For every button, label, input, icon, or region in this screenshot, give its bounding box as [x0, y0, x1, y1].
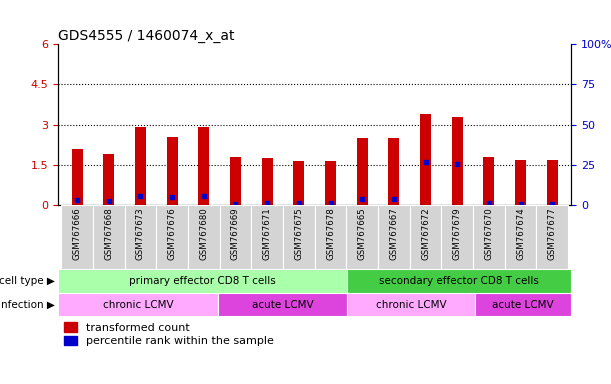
Bar: [230, 157, 241, 205]
Point: [516, 201, 525, 207]
Point: [262, 200, 272, 206]
Text: GSM767666: GSM767666: [73, 207, 81, 260]
Text: infection ▶: infection ▶: [0, 300, 55, 310]
Bar: [219, 205, 251, 269]
Bar: [58, 269, 347, 293]
Text: GSM767679: GSM767679: [453, 207, 462, 260]
Bar: [505, 205, 536, 269]
Legend: transformed count, percentile rank within the sample: transformed count, percentile rank withi…: [64, 322, 274, 346]
Point: [389, 196, 399, 202]
Bar: [441, 205, 473, 269]
Bar: [357, 138, 368, 205]
Point: [72, 197, 82, 203]
Text: GSM767667: GSM767667: [389, 207, 398, 260]
Bar: [315, 205, 346, 269]
Point: [357, 196, 367, 202]
Bar: [473, 205, 505, 269]
Text: GSM767673: GSM767673: [136, 207, 145, 260]
Bar: [93, 205, 125, 269]
Point: [420, 159, 430, 166]
Bar: [103, 154, 114, 205]
Text: GSM767675: GSM767675: [295, 207, 303, 260]
Text: acute LCMV: acute LCMV: [252, 300, 313, 310]
Bar: [167, 137, 178, 205]
Text: GSM767670: GSM767670: [485, 207, 494, 260]
Text: GSM767668: GSM767668: [104, 207, 113, 260]
Point: [136, 193, 145, 199]
Bar: [58, 293, 219, 316]
Point: [547, 201, 557, 207]
Point: [167, 194, 177, 200]
Bar: [283, 205, 315, 269]
Point: [199, 193, 209, 199]
Point: [326, 200, 335, 206]
Bar: [156, 205, 188, 269]
Text: GSM767672: GSM767672: [421, 207, 430, 260]
Bar: [251, 205, 283, 269]
Text: GSM767665: GSM767665: [357, 207, 367, 260]
Text: GSM767671: GSM767671: [263, 207, 272, 260]
Bar: [293, 161, 304, 205]
Bar: [378, 205, 410, 269]
Bar: [198, 127, 210, 205]
Point: [484, 200, 494, 207]
Text: chronic LCMV: chronic LCMV: [376, 300, 446, 310]
Text: GDS4555 / 1460074_x_at: GDS4555 / 1460074_x_at: [58, 29, 235, 43]
Point: [230, 201, 240, 207]
Bar: [389, 138, 400, 205]
Bar: [483, 157, 494, 205]
Bar: [347, 269, 571, 293]
Text: cell type ▶: cell type ▶: [0, 276, 55, 286]
Bar: [188, 205, 219, 269]
Text: GSM767677: GSM767677: [548, 207, 557, 260]
Bar: [61, 205, 93, 269]
Bar: [547, 160, 558, 205]
Text: GSM767669: GSM767669: [231, 207, 240, 260]
Bar: [346, 205, 378, 269]
Bar: [420, 114, 431, 205]
Bar: [410, 205, 441, 269]
Text: acute LCMV: acute LCMV: [492, 300, 554, 310]
Bar: [135, 127, 146, 205]
Text: secondary effector CD8 T cells: secondary effector CD8 T cells: [379, 276, 539, 286]
Bar: [536, 205, 568, 269]
Point: [104, 198, 114, 204]
Text: GSM767678: GSM767678: [326, 207, 335, 260]
Bar: [325, 161, 336, 205]
Text: primary effector CD8 T cells: primary effector CD8 T cells: [129, 276, 276, 286]
Text: chronic LCMV: chronic LCMV: [103, 300, 174, 310]
Text: GSM767674: GSM767674: [516, 207, 525, 260]
Bar: [262, 158, 273, 205]
Bar: [347, 293, 475, 316]
Point: [452, 161, 462, 167]
Bar: [219, 293, 347, 316]
Bar: [452, 117, 463, 205]
Bar: [515, 160, 526, 205]
Text: GSM767680: GSM767680: [199, 207, 208, 260]
Text: GSM767676: GSM767676: [167, 207, 177, 260]
Bar: [125, 205, 156, 269]
Bar: [475, 293, 571, 316]
Point: [294, 200, 304, 206]
Bar: [71, 149, 82, 205]
